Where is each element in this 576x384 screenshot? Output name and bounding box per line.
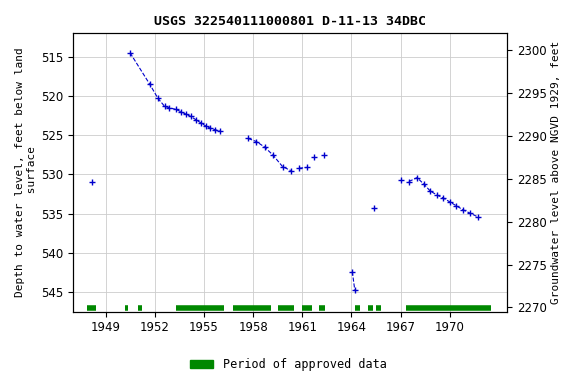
Y-axis label: Groundwater level above NGVD 1929, feet: Groundwater level above NGVD 1929, feet — [551, 41, 561, 304]
Title: USGS 322540111000801 D-11-13 34DBC: USGS 322540111000801 D-11-13 34DBC — [154, 15, 426, 28]
Legend: Period of approved data: Period of approved data — [185, 354, 391, 376]
Y-axis label: Depth to water level, feet below land
 surface: Depth to water level, feet below land su… — [15, 48, 37, 297]
